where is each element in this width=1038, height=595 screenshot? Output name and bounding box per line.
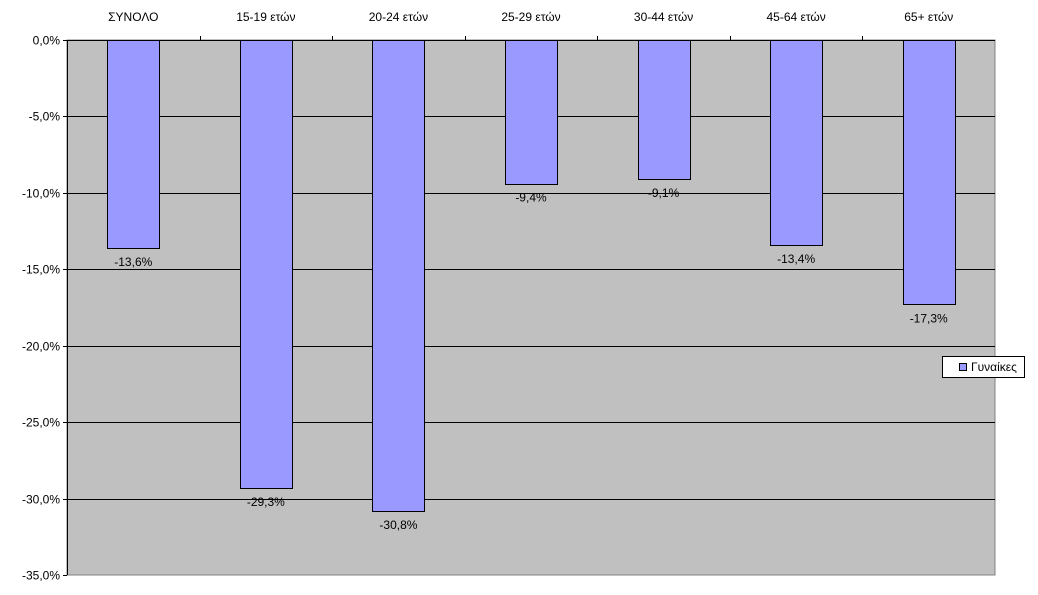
data-label: -30,8%	[379, 518, 417, 532]
y-tick-label: -30,0%	[22, 493, 60, 507]
x-tick-label: ΣΥΝΟΛΟ	[108, 10, 158, 24]
data-label: -13,4%	[777, 252, 815, 266]
y-tick-label: -20,0%	[22, 340, 60, 354]
bar	[770, 40, 823, 246]
x-tick-label: 30-44 ετών	[634, 10, 693, 24]
x-tick-label: 15-19 ετών	[236, 10, 295, 24]
x-tick-label: 45-64 ετών	[766, 10, 825, 24]
x-tick-label: 20-24 ετών	[369, 10, 428, 24]
bar	[107, 40, 160, 249]
y-tick-label: -35,0%	[22, 569, 60, 583]
bar	[372, 40, 425, 512]
y-tick-label: -25,0%	[22, 416, 60, 430]
data-label: -29,3%	[247, 495, 285, 509]
x-tick-label: 65+ ετών	[904, 10, 953, 24]
legend: Γυναίκες	[942, 356, 1025, 378]
axes: 0,0% -5,0% -10,0% -15,0% -20,0% -25,0% -30,0% -…	[22, 10, 995, 583]
gridlines	[67, 116, 995, 500]
bar	[903, 40, 956, 305]
x-tick-label: 25-29 ετών	[501, 10, 560, 24]
data-label: -17,3%	[910, 311, 948, 325]
y-tick-label: -5,0%	[29, 110, 61, 124]
y-tick-label: -15,0%	[22, 263, 60, 277]
data-label: -13,6%	[114, 255, 152, 269]
bar	[505, 40, 558, 185]
legend-box	[942, 356, 1025, 378]
bar	[638, 40, 691, 180]
bar	[240, 40, 293, 489]
data-labels: -13,6% -29,3% -30,8% -9,4% -9,1% -13,4% -17,3%	[114, 186, 948, 532]
legend-entry: Γυναίκες	[971, 360, 1017, 374]
data-label: -9,4%	[515, 191, 547, 205]
y-tick-label: -10,0%	[22, 187, 60, 201]
legend-swatch	[959, 363, 967, 371]
y-tick-label: 0,0%	[33, 34, 61, 48]
data-label: -9,1%	[648, 186, 680, 200]
